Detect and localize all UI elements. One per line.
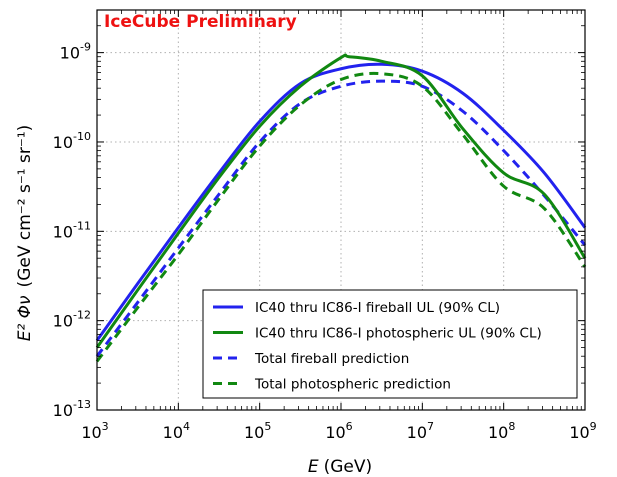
y-tick-exponent: -10: [73, 130, 91, 143]
x-tick-label: 108: [488, 420, 515, 442]
x-tick-base: 10: [488, 423, 508, 442]
legend-box: [202, 289, 578, 399]
series-layer: [95, 53, 587, 363]
x-tick-label: 105: [244, 420, 271, 442]
x-tick-label: 109: [569, 420, 596, 442]
y-tick-label: 10-12: [53, 309, 91, 331]
y-axis-units: (GeV cm⁻² s⁻¹ sr⁻¹): [15, 125, 35, 288]
y-tick-base: 10: [53, 401, 73, 420]
fireball-ul-line: [95, 62, 587, 342]
x-axis-units: (GeV): [324, 457, 373, 477]
legend-entry-fireball-prediction: Total fireball prediction: [254, 351, 409, 367]
y-axis-symbol: E² Φν: [15, 295, 35, 341]
x-tick-base: 10: [407, 423, 427, 442]
legend-entry-photospheric-prediction: Total photospheric prediction: [254, 377, 451, 393]
x-tick-base: 10: [163, 423, 183, 442]
legend-entry-photospheric-ul: IC40 thru IC86-I photospheric UL (90% CL…: [255, 326, 542, 342]
x-tick-label: 107: [407, 420, 434, 442]
icecube-preliminary-label: IceCube Preliminary: [104, 12, 297, 32]
legend-entry-fireball-ul: IC40 thru IC86-I fireball UL (90% CL): [255, 300, 500, 316]
x-tick-base: 10: [569, 423, 589, 442]
y-tick-base: 10: [60, 44, 80, 63]
x-tick-base: 10: [244, 423, 264, 442]
y-tick-base: 10: [53, 222, 73, 241]
x-tick-label: 103: [81, 420, 108, 442]
legend: IC40 thru IC86-I fireball UL (90% CL) IC4…: [202, 289, 578, 399]
y-tick-label: 10-10: [53, 130, 91, 152]
x-tick-base: 10: [81, 423, 101, 442]
x-axis-symbol: E: [308, 457, 319, 477]
axis-ticks: 103 104 105 106 107 108 10910-1310-1210-1110-1…: [53, 10, 597, 442]
y-tick-label: 10-13: [53, 398, 91, 420]
y-tick-exponent: -13: [73, 398, 91, 411]
photospheric-prediction-line: [95, 71, 587, 363]
y-tick-label: 10-11: [53, 219, 91, 241]
x-tick-base: 10: [325, 423, 345, 442]
x-tick-exponent: 5: [264, 420, 271, 433]
y-tick-exponent: -12: [73, 309, 91, 322]
y-axis-label: E² Φν (GeV cm⁻² s⁻¹ sr⁻¹): [15, 125, 35, 342]
x-tick-label: 104: [163, 420, 190, 442]
x-axis-label: E (GeV): [308, 457, 372, 477]
photospheric-ul-line: [95, 53, 587, 349]
x-tick-exponent: 3: [102, 420, 109, 433]
y-tick-exponent: -9: [80, 41, 91, 54]
y-tick-base: 10: [53, 312, 73, 331]
fireball-prediction-line: [95, 79, 587, 358]
x-tick-exponent: 8: [508, 420, 515, 433]
y-tick-exponent: -11: [73, 219, 91, 232]
x-tick-exponent: 6: [346, 420, 353, 433]
x-tick-exponent: 9: [590, 420, 597, 433]
x-tick-label: 106: [325, 420, 352, 442]
y-tick-base: 10: [53, 133, 73, 152]
x-tick-exponent: 7: [427, 420, 434, 433]
y-tick-label: 10-9: [60, 41, 91, 63]
x-tick-exponent: 4: [183, 420, 190, 433]
